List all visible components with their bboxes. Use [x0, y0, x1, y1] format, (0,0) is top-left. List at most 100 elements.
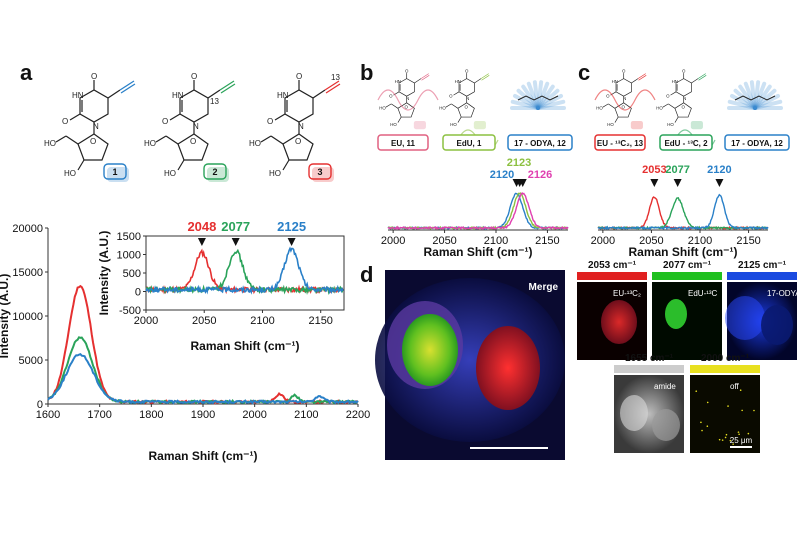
a-inset-peak-label: 2048 — [187, 219, 216, 234]
channel-tile: 2000 cm⁻¹ off 25 μm — [690, 353, 760, 453]
channel-wavenumber: 2077 cm⁻¹ — [663, 260, 712, 271]
label-box — [507, 134, 573, 151]
channel-tile: 1655 cm⁻¹ amide — [614, 353, 684, 453]
svg-text:13: 13 — [210, 97, 219, 106]
b-peak-label: 2123 — [507, 157, 531, 169]
a-inset-ytick: -500 — [119, 305, 141, 317]
svg-text:HO: HO — [656, 105, 663, 110]
svg-text:HO: HO — [439, 105, 446, 110]
c-series-line — [597, 196, 769, 231]
channel-color-bar — [577, 272, 647, 280]
svg-text:HO: HO — [249, 139, 261, 148]
svg-text:O: O — [682, 104, 686, 109]
svg-text:O: O — [267, 117, 273, 126]
channel-label: EU-¹³C₂ — [613, 289, 641, 298]
panel-a-label: a — [20, 60, 33, 85]
a-inset-peak-label: 2077 — [221, 219, 250, 234]
compound-number: 1 — [112, 167, 117, 177]
c-series-line — [597, 197, 769, 231]
a-main-ytick: 20000 — [12, 223, 43, 235]
b-xtick: 2150 — [535, 235, 559, 247]
panel-a-main-chart: 1600 1700 1800 1900 2000 2100 2200050001000015… — [0, 223, 370, 463]
a-main-xtick: 1600 — [36, 409, 60, 421]
svg-text:HN: HN — [672, 79, 678, 84]
panel-d-label: d — [360, 262, 373, 287]
channel-tile: 2053 cm⁻¹ EU-¹³C₂ — [577, 260, 647, 360]
channel-label: EdU-¹³C — [688, 289, 718, 298]
a-main-ytick: 10000 — [12, 311, 43, 323]
svg-text:N: N — [623, 96, 626, 101]
label-box — [659, 134, 713, 151]
svg-text:O: O — [190, 137, 196, 146]
a-main-ytick: 0 — [37, 399, 43, 411]
b-xtick: 2100 — [484, 235, 508, 247]
svg-text:HO: HO — [596, 105, 603, 110]
svg-text:O: O — [389, 93, 393, 98]
a-main-series-line — [47, 353, 359, 405]
channel-tiles: 2053 cm⁻¹ EU-¹³C₂ 2077 cm⁻¹ EdU-¹³C 2125 cm⁻… — [577, 260, 800, 453]
c-xlabel: Raman Shift (cm⁻¹) — [628, 245, 737, 259]
c-peak-marker — [650, 179, 659, 187]
svg-text:O: O — [405, 69, 409, 74]
label-box — [442, 134, 496, 151]
svg-text:N: N — [406, 96, 409, 101]
compound-number: 2 — [212, 167, 217, 177]
a-inset-ytick: 1500 — [117, 231, 141, 243]
b-peak-label: 2120 — [490, 169, 514, 181]
compound-number-box — [203, 163, 227, 180]
a-inset-ytick: 0 — [135, 287, 141, 299]
svg-text:HN: HN — [455, 79, 461, 84]
channel-color-bar — [652, 272, 722, 280]
b-peak-label: 2126 — [528, 169, 552, 181]
svg-text:HN: HN — [395, 79, 401, 84]
a-inset-ylabel: Intensity (A.U.) — [97, 231, 111, 316]
svg-text:N: N — [298, 122, 304, 131]
c-peak-label: 2077 — [665, 164, 689, 176]
a-inset-peak-marker — [231, 238, 240, 246]
compound-number-box — [308, 163, 332, 180]
channel-color-bar — [614, 365, 684, 373]
label-box-text: EdU - ¹³C, 2 — [664, 139, 708, 148]
svg-text:N: N — [466, 96, 469, 101]
a-inset-ytick: 500 — [123, 268, 141, 280]
a-main-ytick: 5000 — [19, 355, 43, 367]
a-main-xtick: 2200 — [346, 409, 370, 421]
a-inset-series-line — [145, 246, 344, 295]
channel-image — [690, 375, 760, 453]
svg-text:N: N — [93, 122, 99, 131]
a-inset-xtick: 2050 — [192, 315, 216, 327]
merge-nucleus-red — [476, 326, 540, 410]
svg-text:O: O — [449, 93, 453, 98]
a-main-xtick: 1900 — [191, 409, 215, 421]
c-xtick: 2100 — [688, 235, 712, 247]
scale-label: 25 μm — [730, 436, 753, 445]
channel-color-bar — [727, 272, 797, 280]
c-peak-marker — [673, 179, 682, 187]
svg-text:HN: HN — [277, 91, 289, 100]
svg-text:O: O — [162, 117, 168, 126]
svg-text:O: O — [296, 72, 302, 81]
channel-color-bar — [690, 365, 760, 373]
b-series-line — [387, 191, 569, 231]
svg-text:O: O — [465, 104, 469, 109]
a-main-xtick: 2000 — [242, 409, 266, 421]
svg-text:O: O — [682, 69, 686, 74]
label-box-text: 17 - ODYA, 12 — [731, 139, 783, 148]
a-main-xtick: 1700 — [87, 409, 111, 421]
svg-text:O: O — [666, 93, 670, 98]
svg-text:O: O — [90, 137, 96, 146]
svg-text:O: O — [606, 93, 610, 98]
compound-number: 3 — [317, 167, 322, 177]
c-xtick: 2050 — [639, 235, 663, 247]
svg-text:O: O — [622, 104, 626, 109]
channel-label: amide — [654, 382, 676, 391]
b-xtick: 2000 — [381, 235, 405, 247]
a-main-ylabel: Intensity (A.U.) — [0, 274, 11, 359]
